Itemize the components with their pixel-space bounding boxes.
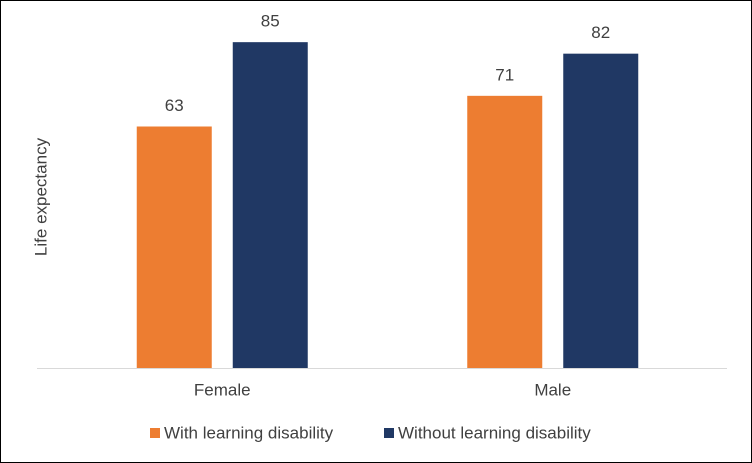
data-label: 71 <box>495 65 514 84</box>
data-label: 85 <box>261 12 280 31</box>
legend-swatch <box>384 428 394 438</box>
legend-label: Without learning disability <box>398 423 591 442</box>
data-label: 82 <box>591 23 610 42</box>
bar <box>563 53 639 369</box>
legend-swatch <box>150 428 160 438</box>
x-tick-label: Male <box>534 380 571 399</box>
legend-label: With learning disability <box>164 423 334 442</box>
x-tick-label: Female <box>194 380 251 399</box>
bar <box>467 95 543 368</box>
data-label: 63 <box>165 96 184 115</box>
bar <box>232 42 308 369</box>
y-axis-label: Life expectancy <box>31 137 50 256</box>
bar <box>136 126 212 368</box>
